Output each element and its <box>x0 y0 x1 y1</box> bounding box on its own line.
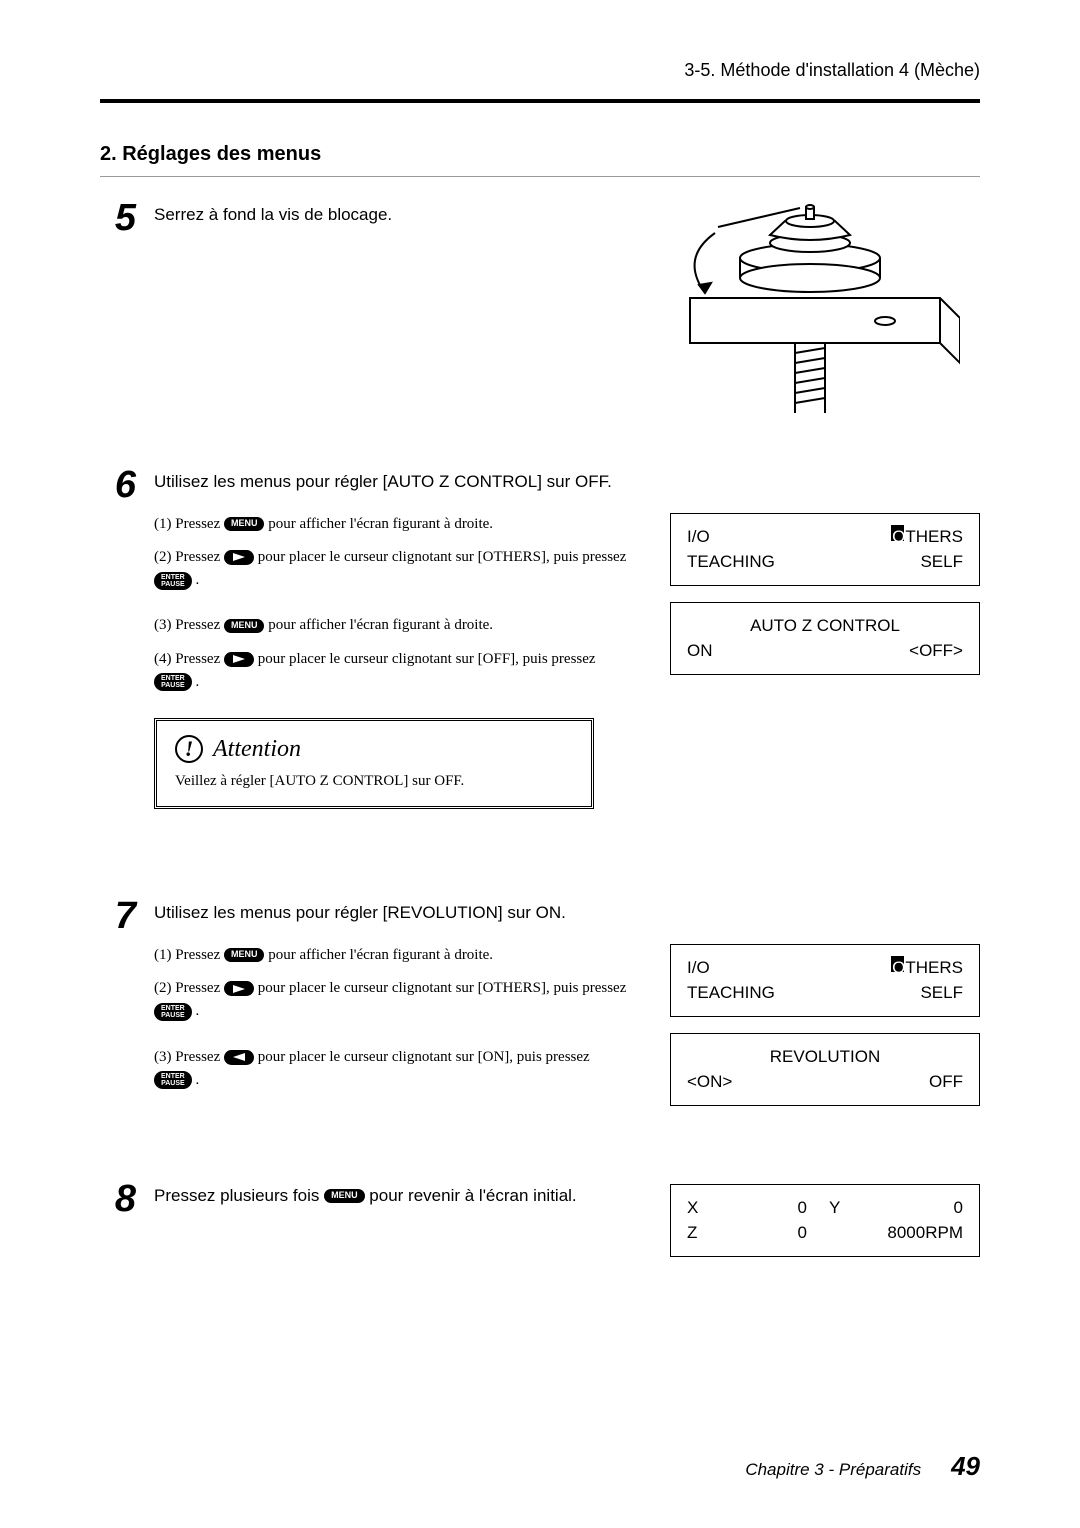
step-8: 8 Pressez plusieurs fois MENU pour reven… <box>100 1180 980 1273</box>
step7-sub3: (3) Pressez pour placer le curseur clign… <box>154 1046 630 1093</box>
step7-text: Utilisez les menus pour régler [REVOLUTI… <box>154 901 980 926</box>
enter-pause-button-icon: ENTERPAUSE <box>154 572 192 590</box>
attention-icon: ! <box>175 735 203 763</box>
step6-sub1: (1) Pressez MENU pour afficher l'écran f… <box>154 513 630 536</box>
menu-button-icon: MENU <box>224 517 265 531</box>
step-number: 8 <box>100 1180 136 1218</box>
footer-page-number: 49 <box>951 1451 980 1482</box>
attention-box: ! Attention Veillez à régler [AUTO Z CON… <box>154 718 594 809</box>
enter-pause-button-icon: ENTERPAUSE <box>154 1003 192 1021</box>
step-number: 5 <box>100 199 136 237</box>
step-number: 7 <box>100 897 136 935</box>
enter-pause-button-icon: ENTERPAUSE <box>154 1071 192 1089</box>
section-rule <box>100 176 980 177</box>
attention-title: Attention <box>213 736 301 763</box>
step6-sub3: (3) Pressez MENU pour afficher l'écran f… <box>154 614 630 637</box>
header-breadcrumb: 3-5. Méthode d'installation 4 (Mèche) <box>100 60 980 81</box>
page-footer: Chapitre 3 - Préparatifs 49 <box>100 1451 980 1482</box>
footer-chapter: Chapitre 3 - Préparatifs <box>745 1460 921 1480</box>
section-title: 2. Réglages des menus <box>100 143 980 166</box>
cursor-highlight: OTHERS <box>892 955 963 981</box>
step8-text: Pressez plusieurs fois MENU pour revenir… <box>154 1184 630 1209</box>
step5-text: Serrez à fond la vis de blocage. <box>154 203 630 228</box>
lcd-display-4: REVOLUTION <ON> OFF <box>670 1033 980 1106</box>
step7-sub1: (1) Pressez MENU pour afficher l'écran f… <box>154 944 630 967</box>
step6-sub2: (2) Pressez pour placer le curseur clign… <box>154 546 630 593</box>
step6-text: Utilisez les menus pour régler [AUTO Z C… <box>154 470 980 495</box>
enter-pause-button-icon: ENTERPAUSE <box>154 673 192 691</box>
step-6: 6 Utilisez les menus pour régler [AUTO Z… <box>100 466 980 809</box>
menu-button-icon: MENU <box>224 948 265 962</box>
lcd-display-2: AUTO Z CONTROL ON <OFF> <box>670 602 980 675</box>
right-arrow-icon <box>224 652 254 667</box>
step-7: 7 Utilisez les menus pour régler [REVOLU… <box>100 897 980 1122</box>
attention-body: Veillez à régler [AUTO Z CONTROL] sur OF… <box>175 773 573 790</box>
header-rule <box>100 99 980 103</box>
step6-sub4: (4) Pressez pour placer le curseur clign… <box>154 648 630 695</box>
clamp-diagram <box>670 203 960 433</box>
right-arrow-icon <box>224 981 254 996</box>
lcd-display-3: I/O OTHERS TEACHING SELF <box>670 944 980 1017</box>
menu-button-icon: MENU <box>224 619 265 633</box>
cursor-highlight: OTHERS <box>892 524 963 550</box>
left-arrow-icon <box>224 1050 254 1065</box>
step-5: 5 Serrez à fond la vis de blocage. <box>100 199 980 438</box>
step-number: 6 <box>100 466 136 504</box>
right-arrow-icon <box>224 550 254 565</box>
lcd-display-1: I/O OTHERS TEACHING SELF <box>670 513 980 586</box>
menu-button-icon: MENU <box>324 1189 365 1203</box>
lcd-display-5: X0 Y0 Z0 8000RPM <box>670 1184 980 1257</box>
step7-sub2: (2) Pressez pour placer le curseur clign… <box>154 977 630 1024</box>
